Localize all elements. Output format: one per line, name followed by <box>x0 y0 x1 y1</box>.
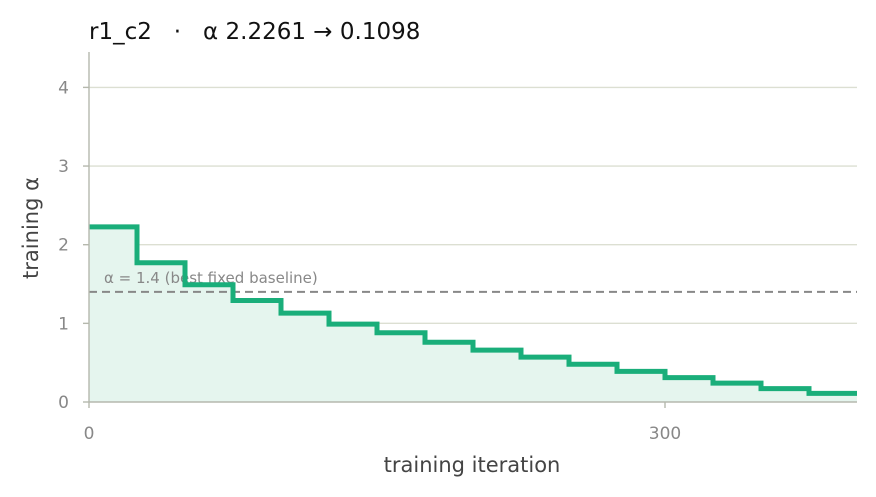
series-line <box>89 224 857 396</box>
x-tick-label-300: 300 <box>649 424 681 444</box>
series-area-fill <box>89 226 857 402</box>
x-axis-title: training iteration <box>384 453 561 477</box>
y-axis-ticks: 0 1 2 3 4 <box>58 78 89 413</box>
grid-lines <box>89 86 857 325</box>
chart-title: r1_c2 · α 2.2261 → 0.1098 <box>89 19 420 45</box>
reference-line-label: α = 1.4 (best fixed baseline) <box>104 269 318 287</box>
y-tick-label-1: 1 <box>58 314 69 334</box>
x-tick-label-0: 0 <box>84 424 95 444</box>
y-tick-label-2: 2 <box>58 236 69 256</box>
y-tick-label-3: 3 <box>58 157 69 177</box>
x-axis-ticks: 0 300 <box>84 402 681 444</box>
y-axis-title: training α <box>19 177 43 279</box>
y-tick-label-0: 0 <box>58 393 69 413</box>
y-tick-label-4: 4 <box>58 78 69 98</box>
